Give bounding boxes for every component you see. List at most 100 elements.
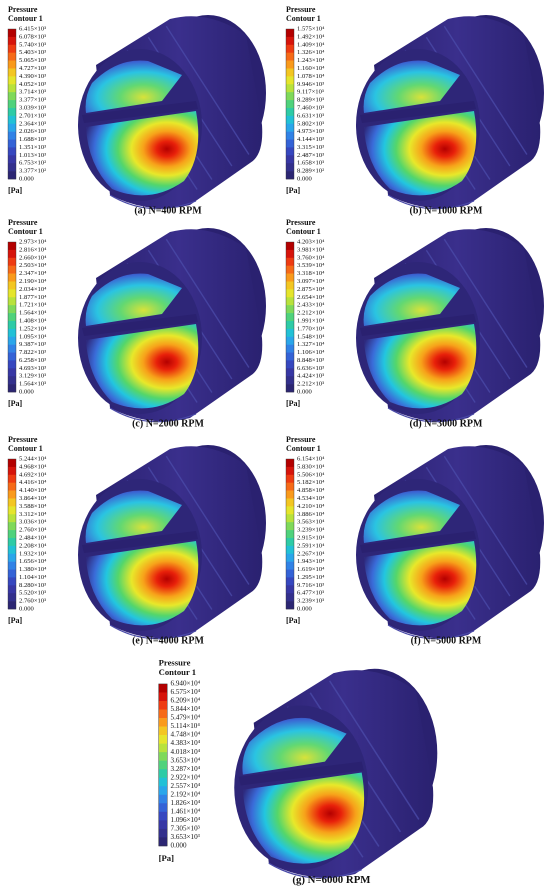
- legend-level: 1.252×10⁴: [19, 325, 47, 332]
- colorbar-band: [158, 743, 168, 753]
- legend-level: 2.192×10⁴: [171, 790, 201, 798]
- colorbar-band: [158, 692, 168, 702]
- legend-level: 1.409×10⁴: [297, 41, 325, 48]
- ridge: [82, 531, 198, 553]
- legend-level: 9.946×10³: [297, 81, 324, 88]
- legend-level: 5.403×10³: [19, 49, 46, 56]
- colorbar-band: [158, 794, 168, 804]
- legend-level: 2.760×10⁴: [19, 527, 47, 534]
- colorbar-band: [8, 147, 16, 156]
- legend-level: 9.716×10³: [297, 582, 324, 589]
- colorbar-band: [286, 76, 294, 85]
- legend-level: 4.383×10⁴: [171, 739, 201, 747]
- colorbar-band: [158, 803, 168, 813]
- legend-title: Pressure: [286, 435, 316, 444]
- legend-unit: [Pa]: [8, 616, 23, 625]
- colorbar-band: [8, 249, 16, 259]
- legend-level: 4.973×10³: [297, 128, 324, 135]
- legend-level: 4.693×10³: [19, 365, 46, 372]
- colorbar-band: [286, 163, 294, 172]
- cylinder-lip: [387, 624, 475, 640]
- legend-level: 2.034×10⁴: [19, 286, 47, 293]
- legend-level: 4.052×10³: [19, 81, 46, 88]
- colorbar-band: [286, 553, 294, 562]
- legend-level: 3.239×10⁴: [297, 527, 325, 534]
- colorbar-band: [286, 482, 294, 491]
- legend-level: 1.991×10⁴: [297, 317, 325, 324]
- cylinder-rib: [328, 680, 420, 820]
- ridge: [360, 314, 476, 336]
- colorbar-band: [286, 139, 294, 148]
- legend-level: 8.289×10³: [297, 97, 324, 104]
- colorbar-band: [286, 52, 294, 61]
- colorbar-band: [8, 115, 16, 125]
- legend-unit: [Pa]: [159, 853, 174, 863]
- legend-level: 4.203×10⁴: [297, 239, 325, 246]
- legend-level: 1.013×10³: [19, 152, 46, 159]
- colorbar-band: [286, 305, 294, 314]
- colorbar-band: [286, 368, 294, 377]
- lower-contour: [364, 541, 477, 626]
- legend-level: 0.000: [19, 176, 35, 183]
- colorbar-band: [8, 585, 16, 594]
- legend-level: 9.117×10³: [297, 89, 324, 96]
- colorbar-band: [8, 344, 16, 353]
- legend-level: 3.886×10⁴: [297, 511, 325, 518]
- legend-level: 3.318×10⁴: [297, 270, 325, 277]
- colorbar-band: [8, 60, 16, 69]
- contour-render: [78, 445, 266, 640]
- upper-contour: [85, 490, 182, 543]
- colorbar-band: [8, 553, 16, 562]
- legend-level: 8.848×10³: [297, 357, 324, 364]
- legend-level: 2.701×10³: [19, 112, 46, 119]
- colorbar-band: [8, 593, 16, 602]
- legend-level: 4.140×10⁴: [19, 487, 47, 494]
- colorbar-band: [286, 459, 294, 468]
- legend-level: 1.106×10⁴: [297, 349, 325, 356]
- legend-level: 7.460×10³: [297, 104, 324, 111]
- legend-level: 1.408×10⁴: [19, 317, 47, 324]
- legend-level: 2.654×10⁴: [297, 294, 325, 301]
- legend-level: 1.658×10³: [297, 160, 324, 167]
- colorbar-band: [8, 376, 16, 385]
- legend-level: 3.653×10⁴: [171, 756, 201, 764]
- colorbar-band: [8, 305, 16, 314]
- legend-level: 1.492×10⁴: [297, 33, 325, 40]
- colorbar-band: [286, 320, 294, 330]
- legend-level: 8.289×10²: [297, 168, 324, 175]
- cylinder-lip: [109, 624, 197, 640]
- legend-level: 1.564×10³: [19, 381, 46, 388]
- ridge: [238, 761, 364, 786]
- colorbar-band: [8, 265, 16, 274]
- legend-level: 3.864×10⁴: [19, 495, 47, 502]
- legend-level: 2.212×10³: [297, 381, 324, 388]
- legend-level: 6.258×10³: [19, 357, 46, 364]
- legend-level: 5.520×10³: [19, 590, 46, 597]
- legend-level: 0.000: [19, 606, 35, 613]
- legend-level: 3.312×10⁴: [19, 511, 47, 518]
- colorbar-band: [8, 68, 16, 77]
- colorbar-band: [8, 123, 16, 132]
- colorbar-band: [286, 44, 294, 53]
- colorbar-band: [8, 466, 16, 476]
- colorbar-frame: [7, 28, 17, 180]
- colorbar-band: [286, 569, 294, 578]
- colorbar-band: [8, 242, 16, 251]
- contour-render: [78, 15, 266, 210]
- upper-contour: [363, 60, 460, 113]
- colorbar-band: [8, 29, 16, 38]
- colorbar-band: [8, 92, 16, 101]
- colorbar-band: [8, 569, 16, 578]
- colorbar-frame: [285, 458, 295, 610]
- lower-contour: [86, 111, 199, 196]
- legend-level: 5.830×10⁴: [297, 463, 325, 470]
- legend-level: 6.415×10³: [19, 26, 46, 33]
- legend-subtitle: Contour 1: [8, 14, 43, 23]
- cylinder-rib: [165, 25, 250, 155]
- caption: (f) N=5000 RPM: [411, 635, 482, 646]
- legend-level: 2.364×10³: [19, 120, 46, 127]
- legend-level: 6.209×10⁴: [171, 697, 201, 705]
- legend-level: 1.078×10⁴: [297, 73, 325, 80]
- legend-level: 3.760×10⁴: [297, 254, 325, 261]
- colorbar-band: [158, 709, 168, 719]
